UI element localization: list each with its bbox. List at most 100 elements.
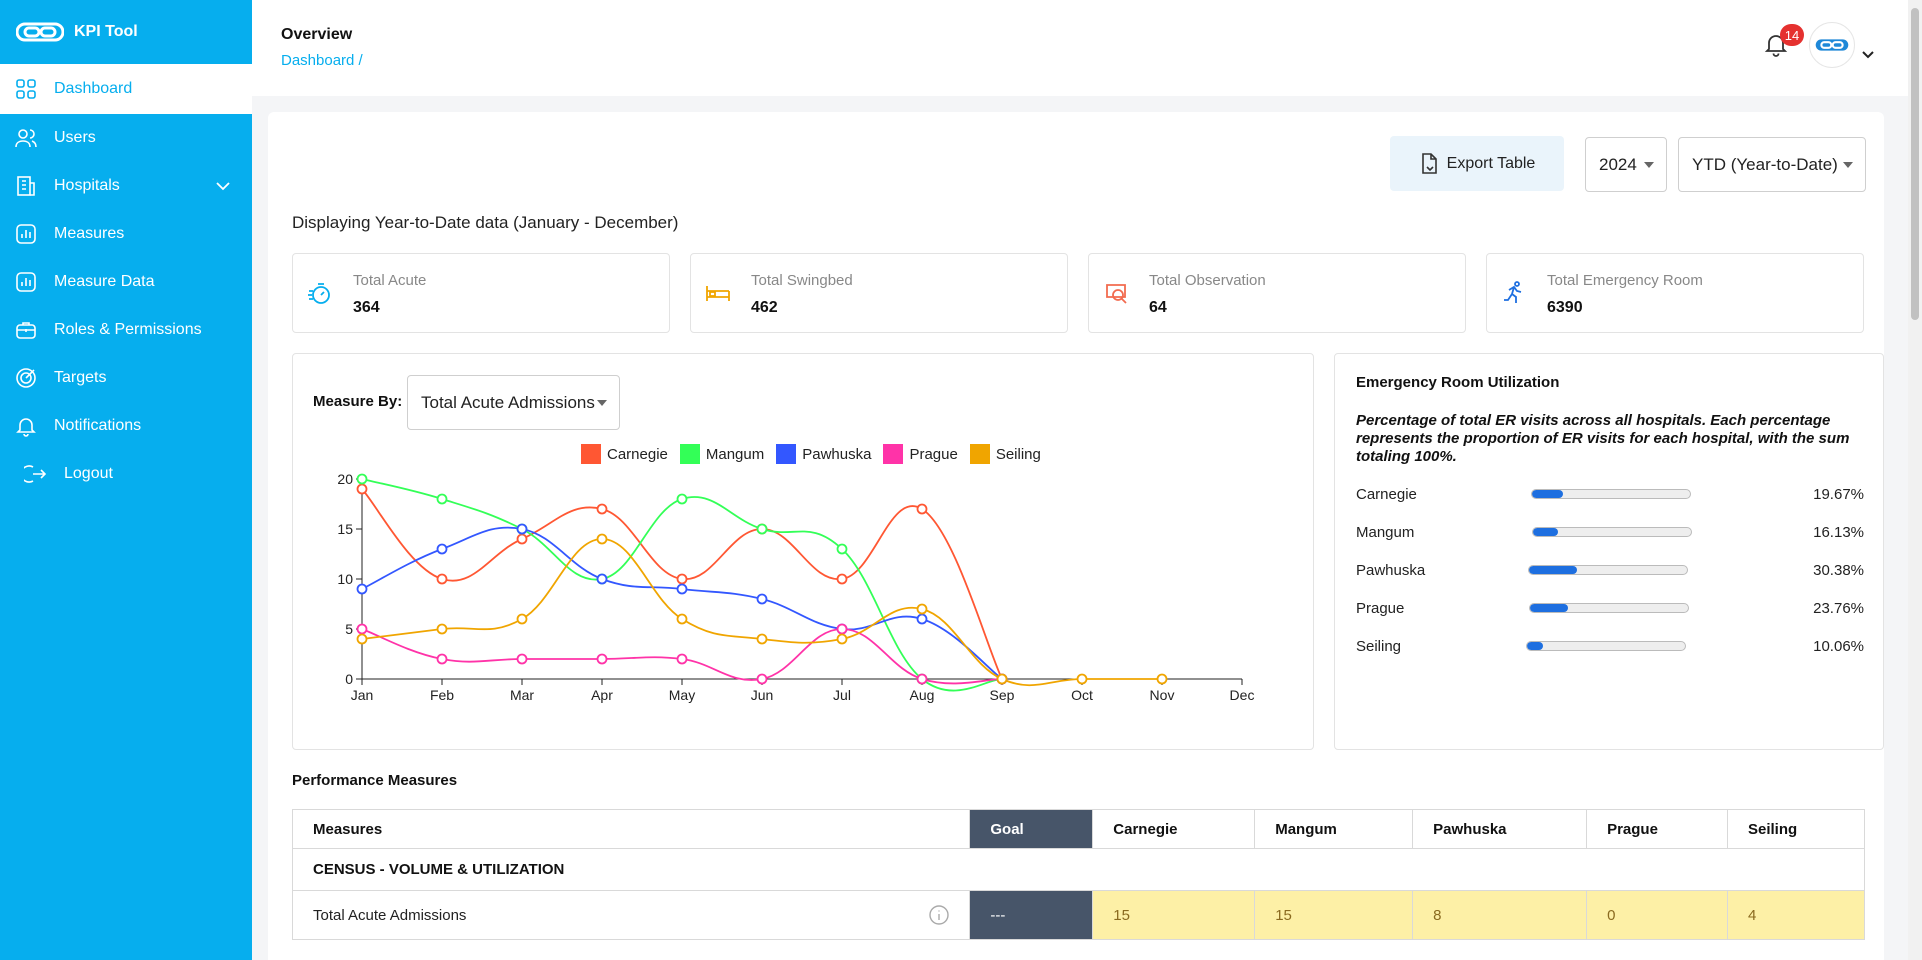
data-point bbox=[676, 653, 688, 665]
value-cell: 4 bbox=[1727, 890, 1865, 940]
stopwatch-icon bbox=[308, 283, 330, 304]
stat-card-acute: Total Acute 364 bbox=[292, 253, 670, 333]
chart-legend: Carnegie Mangum Pawhuska Prague Seiling bbox=[581, 444, 1041, 464]
sidebar-item-targets[interactable]: Targets bbox=[0, 354, 252, 402]
measure-by-value: Total Acute Admissions bbox=[421, 392, 595, 412]
data-point bbox=[516, 533, 528, 545]
file-export-icon bbox=[1421, 152, 1437, 174]
legend-item[interactable]: Prague bbox=[883, 444, 958, 464]
stat-label: Total Swingbed bbox=[751, 272, 853, 289]
data-point bbox=[916, 613, 928, 625]
value-cell: 0 bbox=[1586, 890, 1728, 940]
x-tick-label: Dec bbox=[1230, 687, 1255, 703]
sidebar-item-measure-data[interactable]: Measure Data bbox=[0, 258, 252, 306]
stat-value: 6390 bbox=[1547, 299, 1583, 316]
er-row: Pawhuska 30.38% bbox=[1356, 560, 1864, 582]
export-table-button[interactable]: Export Table bbox=[1390, 136, 1564, 191]
logout-label: Logout bbox=[64, 465, 113, 482]
grid-icon bbox=[16, 79, 36, 99]
legend-label: Mangum bbox=[705, 445, 765, 463]
y-tick-label: 10 bbox=[337, 571, 353, 587]
er-row: Carnegie 19.67% bbox=[1356, 484, 1864, 506]
data-point bbox=[596, 573, 608, 585]
value-cell: 15 bbox=[1254, 890, 1414, 940]
data-point bbox=[596, 533, 608, 545]
app-name: KPI Tool bbox=[74, 23, 138, 40]
column-header: Carnegie bbox=[1092, 809, 1256, 849]
data-point bbox=[836, 623, 848, 635]
data-point bbox=[836, 573, 848, 585]
er-progress-bar bbox=[1528, 565, 1688, 575]
data-point bbox=[356, 483, 368, 495]
sidebar-item-roles-permissions[interactable]: Roles & Permissions bbox=[0, 306, 252, 354]
sidebar-item-label: Measures bbox=[54, 225, 125, 242]
er-percentage: 30.38% bbox=[1813, 562, 1864, 579]
er-progress-fill bbox=[1532, 490, 1564, 498]
legend-item[interactable]: Seiling bbox=[969, 444, 1041, 464]
legend-item[interactable]: Carnegie bbox=[581, 444, 668, 464]
target-icon bbox=[16, 368, 36, 388]
data-point bbox=[356, 583, 368, 595]
logo-icon bbox=[16, 22, 64, 42]
column-header: Pawhuska bbox=[1412, 809, 1588, 849]
line-chart: 0 5 10 15 20 Jan Feb Mar Apr May Jun Jul Aug Sep Oct No… bbox=[337, 471, 1255, 703]
sidebar: KPI Tool Dashboard Users Hospitals Measu… bbox=[0, 0, 252, 960]
sidebar-item-label: Roles & Permissions bbox=[54, 321, 202, 338]
legend-label: Prague bbox=[909, 445, 958, 463]
column-header: Seiling bbox=[1727, 809, 1865, 849]
x-tick-label: Jun bbox=[751, 687, 774, 703]
data-point bbox=[996, 673, 1008, 685]
data-point bbox=[916, 673, 928, 685]
breadcrumb[interactable]: Dashboard / bbox=[281, 52, 363, 69]
sidebar-item-notifications[interactable]: Notifications bbox=[0, 402, 252, 450]
brand[interactable]: KPI Tool bbox=[0, 0, 252, 64]
legend-swatch bbox=[581, 444, 601, 464]
legend-swatch bbox=[776, 444, 797, 464]
data-point bbox=[676, 613, 688, 625]
x-tick-label: Aug bbox=[910, 687, 935, 703]
legend-item[interactable]: Mangum bbox=[679, 444, 765, 464]
x-tick-label: Feb bbox=[430, 687, 454, 703]
scrollbar-thumb[interactable] bbox=[1911, 8, 1919, 320]
measure-by-select[interactable]: Total Acute Admissions bbox=[407, 375, 620, 430]
er-progress-bar bbox=[1531, 489, 1691, 499]
er-percentage: 19.67% bbox=[1813, 486, 1864, 503]
er-hospital-name: Seiling bbox=[1356, 638, 1402, 655]
y-tick-label: 5 bbox=[345, 621, 353, 637]
y-tick-label: 0 bbox=[345, 671, 353, 687]
legend-item[interactable]: Pawhuska bbox=[776, 444, 871, 464]
top-header: Overview Dashboard / 14 bbox=[252, 0, 1908, 96]
x-tick-label: Oct bbox=[1071, 687, 1093, 703]
legend-swatch bbox=[883, 444, 904, 464]
stat-card-emergency-room: Total Emergency Room 6390 bbox=[1486, 253, 1864, 333]
er-progress-fill bbox=[1529, 566, 1577, 574]
sidebar-item-hospitals[interactable]: Hospitals bbox=[0, 162, 252, 210]
er-progress-bar bbox=[1532, 527, 1692, 537]
info-icon[interactable] bbox=[929, 905, 950, 925]
year-select[interactable]: 2024 bbox=[1585, 137, 1667, 192]
measure-by-label: Measure By: bbox=[313, 393, 403, 410]
chevron-down-icon[interactable] bbox=[1860, 46, 1876, 62]
sidebar-item-label: Hospitals bbox=[54, 177, 120, 194]
sidebar-item-users[interactable]: Users bbox=[0, 114, 252, 162]
chevron-down-icon[interactable] bbox=[214, 177, 232, 195]
caret-down-icon bbox=[1843, 162, 1853, 168]
logout-button[interactable]: Logout bbox=[0, 450, 252, 498]
column-header: Prague bbox=[1586, 809, 1728, 849]
sidebar-item-label: Targets bbox=[54, 369, 107, 386]
y-tick-label: 20 bbox=[337, 471, 353, 487]
period-select[interactable]: YTD (Year-to-Date) bbox=[1678, 137, 1866, 192]
avatar[interactable] bbox=[1809, 22, 1855, 68]
briefcase-icon bbox=[16, 322, 36, 339]
running-person-icon bbox=[1504, 281, 1522, 303]
notification-bell-icon[interactable] bbox=[1762, 30, 1790, 58]
sidebar-item-label: Dashboard bbox=[54, 80, 133, 97]
x-tick-label: Jul bbox=[833, 687, 851, 703]
series-line-prague bbox=[361, 628, 1003, 685]
page-scrollbar[interactable] bbox=[1908, 0, 1922, 960]
sidebar-item-dashboard[interactable]: Dashboard bbox=[0, 64, 252, 114]
caret-down-icon bbox=[597, 400, 607, 406]
data-point bbox=[356, 633, 368, 645]
sidebar-item-measures[interactable]: Measures bbox=[0, 210, 252, 258]
export-label: Export Table bbox=[1446, 154, 1536, 172]
